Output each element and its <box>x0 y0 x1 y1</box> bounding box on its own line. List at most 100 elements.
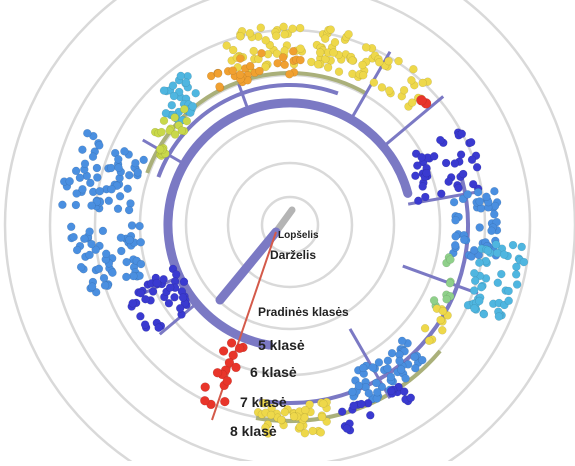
blue-br-node <box>372 387 382 397</box>
lightblue-right-node <box>519 257 529 267</box>
yellow-bottom-node <box>317 412 327 422</box>
root-stub <box>272 206 296 236</box>
yellow-bottom-node <box>300 413 309 422</box>
blue-right-node <box>463 190 472 199</box>
orange-node <box>213 69 223 78</box>
red-top-node <box>416 95 427 106</box>
grade-ring-7 <box>3 0 575 466</box>
blue-left1-node <box>83 128 92 138</box>
green-right-node <box>429 296 439 305</box>
blue-right-node <box>490 210 499 219</box>
yellow-ul-node <box>170 130 180 139</box>
red-bottom-node <box>212 367 223 378</box>
orange-node <box>257 48 266 58</box>
ring-label-7-klase: 7 klasė <box>240 394 287 410</box>
blue-br-node <box>411 363 420 373</box>
orange-node <box>278 53 288 62</box>
orange-node <box>280 60 289 70</box>
lightblue-right-node <box>469 286 479 295</box>
blue-left1-node <box>104 196 114 206</box>
blue-br-node <box>358 363 368 373</box>
spoke-2 <box>237 83 251 113</box>
grade-ring-2 <box>226 161 354 289</box>
red-bottom-node <box>222 376 233 386</box>
blue-left2-node <box>98 226 108 236</box>
darkblue-br-node <box>337 407 347 416</box>
darkblue-right-node <box>414 196 423 206</box>
blue-left1-node <box>113 204 123 214</box>
blue-br-node <box>348 387 357 397</box>
yellow-node <box>272 49 282 58</box>
ring-label-pradines: Pradinės klasės <box>258 305 349 319</box>
lightblue-right-node <box>470 304 479 313</box>
darkblue-br-node <box>406 393 416 403</box>
red-bottom-node <box>228 350 238 360</box>
lightblue-ul-node <box>169 91 179 101</box>
yellow-ul-node <box>177 126 187 135</box>
blue-left1-node <box>131 158 140 168</box>
blue-br-node <box>396 365 406 374</box>
spoke-4 <box>380 95 445 150</box>
blue-right-node <box>482 192 491 202</box>
darkblue-br-node <box>357 399 366 409</box>
blue-br-node <box>372 378 381 388</box>
blue-left2-node <box>122 257 131 267</box>
blue-br-node <box>374 358 384 367</box>
yellow-node <box>375 58 384 67</box>
blue-left2-node <box>122 272 131 282</box>
blue-left2-node <box>66 222 76 232</box>
darkblue-br-node <box>342 424 352 433</box>
yellow-node <box>288 24 297 33</box>
blue-left2-node <box>87 282 97 291</box>
yellow-right-node <box>436 315 445 325</box>
yellow-node <box>348 69 357 79</box>
yellow-node <box>407 76 416 85</box>
blue-left1-node <box>133 168 143 177</box>
blue-right-node <box>476 204 486 213</box>
yellow-right-node <box>424 336 434 346</box>
grade-ring-1 <box>260 195 320 255</box>
blue-left2-node <box>129 271 138 281</box>
ring-label-8-klase: 8 klasė <box>230 423 277 439</box>
blue-left2-node <box>136 238 146 247</box>
blue-left2-node <box>127 221 137 230</box>
orange-node <box>235 70 245 79</box>
blue-left1-node <box>115 192 125 201</box>
yellow-node <box>385 86 394 95</box>
orange-node <box>215 82 224 91</box>
yellow-node <box>236 31 245 41</box>
yellow-node <box>326 25 335 34</box>
blue-left2-node <box>94 264 104 274</box>
blue-left1-node <box>78 184 87 194</box>
darkblue-br-node <box>349 401 358 410</box>
ring-labels: Lopšelis Darželis Pradinės klasės 5 klas… <box>230 230 349 439</box>
grade-ring-5 <box>93 28 487 422</box>
lightblue-ul-node <box>188 102 197 111</box>
darkblue-left-node <box>128 299 137 308</box>
blue-left2-node <box>72 245 82 255</box>
blue-left1-node <box>114 155 123 164</box>
yellow-node <box>344 29 353 39</box>
yellow-bottom-node <box>316 428 326 437</box>
blue-left2-node <box>100 281 110 290</box>
yellow-node <box>407 98 417 107</box>
ring-label-6-klase: 6 klasė <box>250 364 297 380</box>
yellow-node <box>313 60 323 69</box>
trunk-arc <box>163 98 413 350</box>
darkblue-left-node <box>136 288 145 298</box>
blue-right-node <box>459 235 469 245</box>
darkblue-right-node <box>444 177 453 186</box>
yellow-right-node <box>438 326 447 335</box>
blue-left1-node <box>124 205 134 215</box>
darkblue-right-node <box>456 150 466 159</box>
yellow-node <box>369 78 379 87</box>
blue-right-node <box>475 197 484 206</box>
yellow-node <box>271 31 281 41</box>
yellow-node <box>320 34 330 43</box>
yellow-node <box>384 56 393 66</box>
yellow-bottom-node <box>319 399 328 408</box>
blue-left2-node <box>91 245 100 255</box>
darkblue-left-node <box>164 299 174 308</box>
blue-left1-node <box>78 145 87 154</box>
lightblue-right-node <box>508 240 518 250</box>
